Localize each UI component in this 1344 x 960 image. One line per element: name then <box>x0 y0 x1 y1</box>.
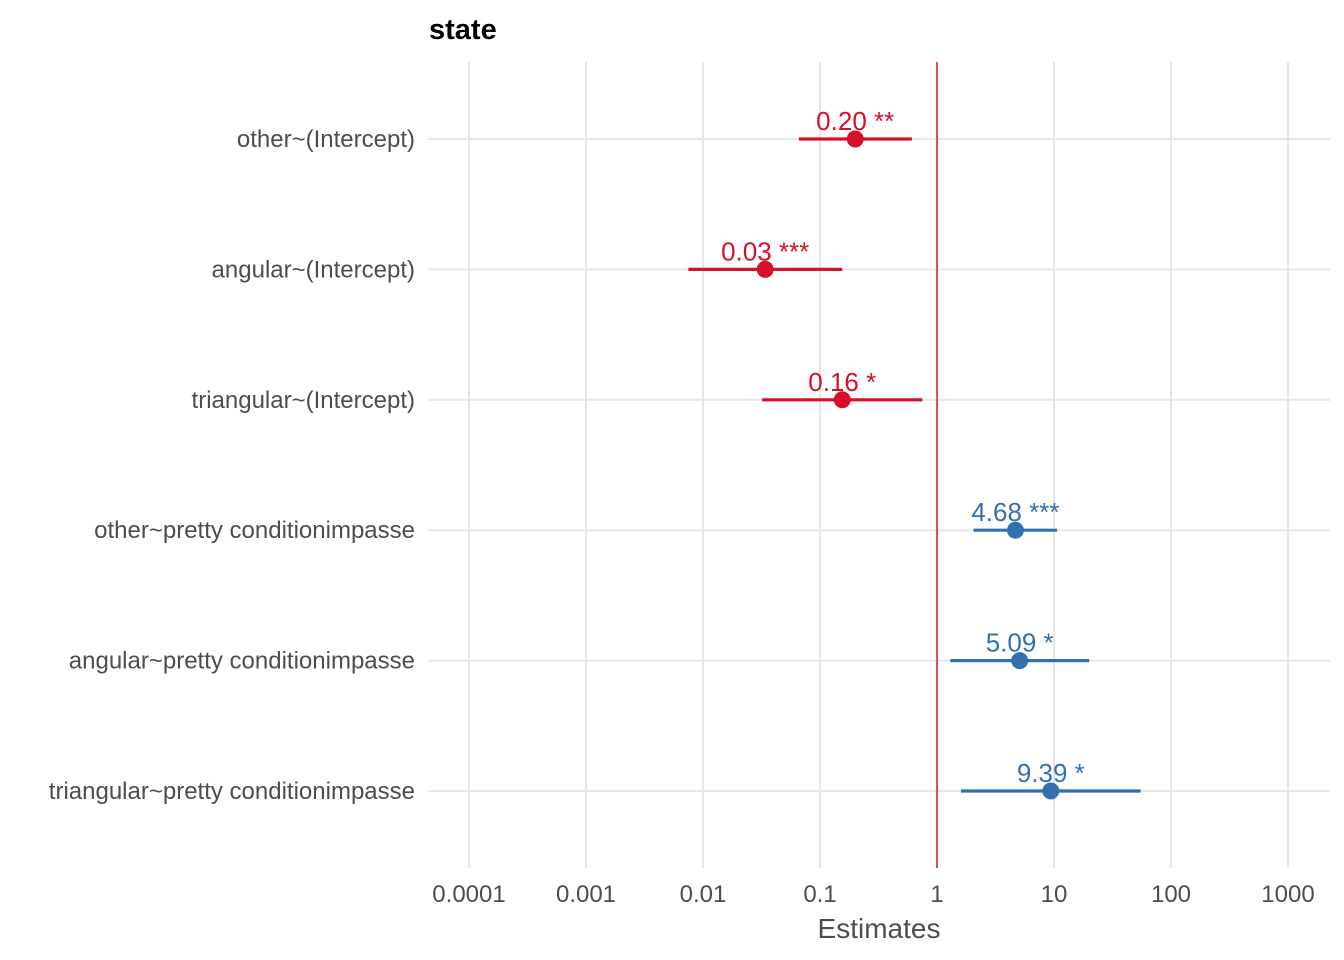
data-label: 4.68 *** <box>971 497 1059 527</box>
estimate-point <box>846 130 864 148</box>
estimate-point <box>833 391 851 409</box>
y-tick-label: triangular~(Intercept) <box>192 387 415 414</box>
estimate-point <box>756 260 774 278</box>
x-tick-label: 10 <box>1041 881 1068 908</box>
x-tick-label: 0.0001 <box>432 881 505 908</box>
x-tick-label: 1000 <box>1261 881 1314 908</box>
chart-title: state <box>429 14 497 46</box>
x-tick-label: 0.001 <box>556 881 616 908</box>
y-tick-label: other~(Intercept) <box>237 126 415 153</box>
marks-layer: 0.20 ** 0.03 *** 0.16 * 4.68 *** 5.09 * 9.39 … <box>688 106 1141 800</box>
data-label: 0.03 *** <box>721 236 809 266</box>
data-label: 9.39 * <box>1017 758 1085 788</box>
x-axis-title: Estimates <box>818 913 941 944</box>
x-tick-label: 100 <box>1151 881 1191 908</box>
estimate-point <box>1006 521 1024 539</box>
data-label: 5.09 * <box>986 628 1054 658</box>
estimate-point <box>1011 652 1029 670</box>
estimate-point <box>1042 782 1060 800</box>
y-axis-labels: other~(Intercept) angular~(Intercept) tria… <box>49 126 415 805</box>
grid-layer <box>428 62 1330 868</box>
y-tick-label: angular~(Intercept) <box>212 256 415 283</box>
y-tick-label: other~pretty conditionimpasse <box>94 517 415 544</box>
y-tick-label: angular~pretty conditionimpasse <box>69 648 415 675</box>
x-tick-label: 0.1 <box>803 881 836 908</box>
x-axis-ticks: 0.0001 0.001 0.01 0.1 1 10 100 1000 <box>432 881 1314 908</box>
data-label: 0.20 ** <box>816 106 894 136</box>
data-label: 0.16 * <box>808 367 876 397</box>
x-tick-label: 1 <box>930 881 943 908</box>
x-tick-label: 0.01 <box>680 881 727 908</box>
y-tick-label: triangular~pretty conditionimpasse <box>49 778 415 805</box>
